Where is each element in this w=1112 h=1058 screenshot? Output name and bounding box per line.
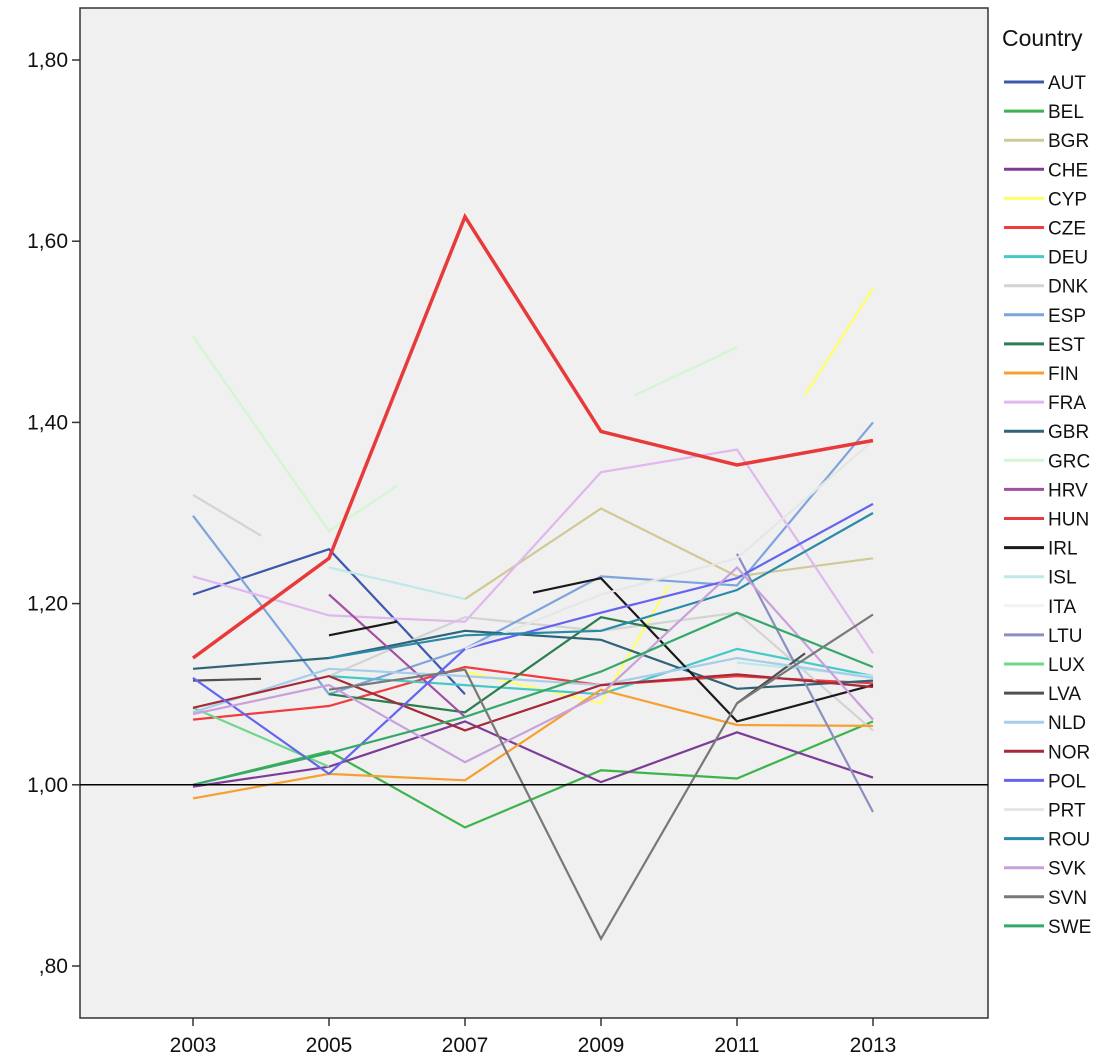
series-line-lva (192, 677, 262, 682)
legend-label-deu: DEU (1048, 248, 1088, 269)
series-line-nld (192, 656, 874, 714)
legend-label-irl: IRL (1048, 539, 1078, 560)
legend-label-cyp: CYP (1048, 189, 1087, 210)
legend-label-fin: FIN (1048, 364, 1079, 385)
x-tick-label: 2013 (850, 1034, 897, 1057)
legend-label-nld: NLD (1048, 713, 1086, 734)
legend-label-svk: SVK (1048, 859, 1086, 880)
series-line-hrv (328, 593, 466, 718)
legend-title: Country (1002, 25, 1083, 51)
x-axis: 2003 2005 2007 2009 2011 2013 (170, 1018, 897, 1057)
legend-label-nor: NOR (1048, 742, 1090, 763)
series-lines (191, 212, 874, 942)
legend-label-gbr: GBR (1048, 422, 1089, 443)
x-tick-label: 2003 (170, 1034, 217, 1057)
series-line-dnk (192, 493, 262, 537)
x-tick-label: 2007 (442, 1034, 489, 1057)
legend-label-prt: PRT (1048, 801, 1086, 822)
legend-label-hrv: HRV (1048, 480, 1088, 501)
legend-label-ltu: LTU (1048, 626, 1082, 647)
legend-label-swe: SWE (1048, 917, 1091, 938)
legend-label-che: CHE (1048, 160, 1088, 181)
y-tick-label: 1,20 (27, 593, 68, 616)
series-line-fin (192, 688, 874, 800)
y-axis: ,80 1,00 1,20 1,40 1,60 1,80 (27, 49, 80, 978)
legend-label-esp: ESP (1048, 306, 1086, 327)
legend-label-pol: POL (1048, 771, 1086, 792)
plot-area (79, 7, 989, 1019)
legend-label-hun: HUN (1048, 510, 1089, 531)
legend-label-dnk: DNK (1048, 277, 1088, 298)
series-line-bgr (464, 507, 874, 601)
x-tick-label: 2009 (578, 1034, 625, 1057)
legend-label-cze: CZE (1048, 219, 1086, 240)
legend-label-isl: ISL (1048, 568, 1077, 589)
series-line-rou (328, 512, 874, 660)
x-tick-label: 2011 (714, 1034, 759, 1057)
y-tick-label: 1,00 (27, 774, 68, 797)
series-line-prt (464, 439, 874, 650)
series-line-che (192, 720, 874, 788)
series-line-fra (192, 448, 874, 655)
legend-label-lva: LVA (1048, 684, 1081, 705)
series-line-ltu (736, 553, 874, 813)
y-tick-label: 1,80 (27, 49, 68, 72)
legend-label-grc: GRC (1048, 451, 1090, 472)
legend-label-est: EST (1048, 335, 1085, 356)
series-line-svn (328, 613, 874, 942)
series-line-cyp (804, 287, 874, 396)
legend-label-bgr: BGR (1048, 131, 1089, 152)
series-line-grc (634, 346, 738, 397)
series-line-irl (328, 620, 398, 637)
legend-label-ita: ITA (1048, 597, 1076, 618)
series-line-irl (532, 576, 874, 723)
legend: Country AUT BEL BGR CHE CYP CZE DEU DNK ESP EST FIN… (1002, 25, 1091, 938)
y-tick-label: ,80 (39, 955, 68, 978)
series-line-grc (192, 335, 398, 533)
legend-label-rou: ROU (1048, 830, 1090, 851)
series-line-svk (192, 565, 874, 764)
legend-label-svn: SVN (1048, 888, 1087, 909)
legend-label-lux: LUX (1048, 655, 1085, 676)
series-line-hun (191, 212, 874, 660)
series-line-nor (192, 673, 874, 732)
series-line-isl (328, 566, 466, 601)
x-tick-label: 2005 (306, 1034, 353, 1057)
series-line-esp (192, 421, 874, 696)
y-tick-label: 1,60 (27, 230, 68, 253)
y-tick-label: 1,40 (27, 411, 68, 434)
legend-label-bel: BEL (1048, 102, 1084, 123)
legend-label-fra: FRA (1048, 393, 1086, 414)
series-line-aut (192, 547, 466, 695)
series-line-swe (192, 611, 874, 786)
legend-label-aut: AUT (1048, 73, 1086, 94)
